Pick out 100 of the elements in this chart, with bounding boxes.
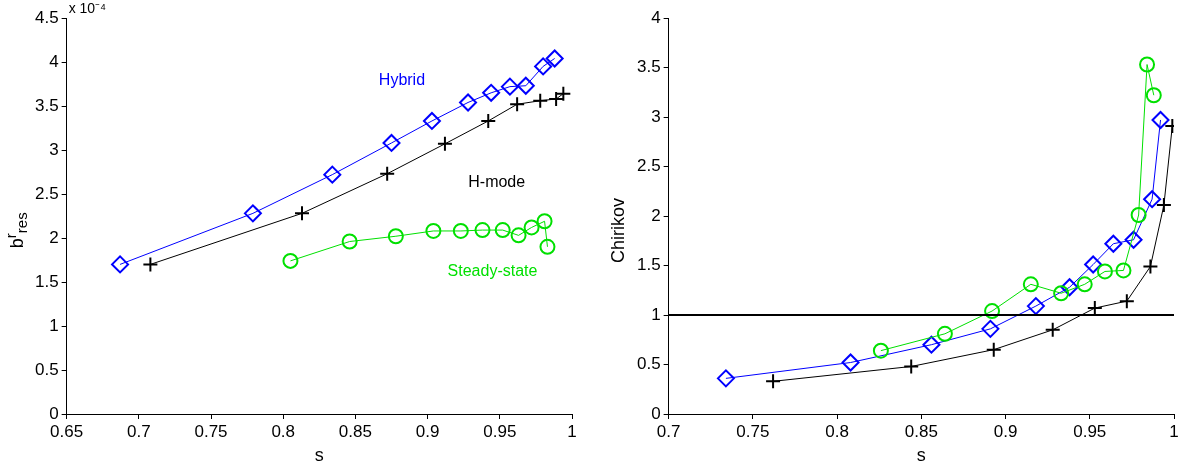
y-tick-label: 2.5 [636,156,661,176]
x-axis-title: s [314,445,324,466]
y-tick-label: 3.5 [636,57,661,77]
x-tick-label: 0.95 [483,421,517,441]
point [1118,293,1135,310]
point [1142,258,1159,275]
point [459,93,478,112]
point [872,342,889,359]
point [510,227,527,244]
point [716,369,735,388]
text: H-mode [468,173,526,191]
y-tick-label: 0.5 [34,359,59,379]
y-tick-label: 1.5 [34,271,59,291]
point [500,77,519,96]
y-tick-label: 4 [49,51,59,71]
point [382,133,401,152]
point [532,92,549,109]
x-tick-label: 0.9 [415,421,440,441]
point [341,233,358,250]
point [1084,255,1103,274]
point [474,222,491,239]
x-tick-label: 0.65 [50,421,84,441]
point [1053,285,1070,302]
x-tick-label: 0.7 [656,421,681,441]
point [1104,234,1123,253]
point [323,165,342,184]
point [1026,297,1045,316]
y-tick-label: 3 [49,139,59,159]
point [243,204,262,223]
point [903,358,920,375]
y-tick-label: 0.5 [636,354,661,374]
x-tick-label: 0.85 [338,421,372,441]
point [984,303,1001,320]
point [436,135,453,152]
y-tick-label: 1 [49,315,59,335]
point [293,205,310,222]
point [536,213,553,230]
point [1076,276,1093,293]
x-tick-label: 0.8 [825,421,849,441]
point [1124,230,1143,249]
point [936,325,953,342]
point [548,90,565,107]
point [1022,276,1039,293]
series-label: Steady-state [447,262,538,280]
x-axis-title: s [916,445,926,466]
point [1044,321,1061,338]
y-tick-label: 1.5 [636,255,661,275]
series-label: Hybrid [378,71,426,89]
point [1145,87,1162,104]
x-tick-label: 0.75 [736,421,770,441]
x-tick-label: 0.95 [1073,421,1107,441]
y-tick-label: 3 [651,106,661,126]
point [509,96,526,113]
point [841,353,860,372]
point [1151,110,1170,129]
point [765,373,782,390]
point [981,319,1000,338]
point [1155,197,1172,214]
point [482,83,501,102]
y-axis-title: Chirikov [607,197,629,263]
point [1096,263,1113,280]
point [523,219,540,236]
point [516,76,535,95]
y-tick-label: 2 [651,205,661,225]
point [1060,278,1079,297]
y-tick-label: 3.5 [34,95,59,115]
y-tick-label: 4 [651,7,661,27]
point [494,222,511,239]
x-tick-label: 1 [567,421,577,441]
y-tick-label: 0 [49,403,59,423]
text: x 10⁻⁴ [68,0,107,16]
point [480,112,497,129]
point [452,222,469,239]
x-tick-label: 0.85 [904,421,938,441]
point [387,228,404,245]
point [534,57,553,76]
point [1115,262,1132,279]
x-tick-label: 0.75 [194,421,228,441]
point [111,255,130,274]
point [379,165,396,182]
x-tick-label: 0.9 [993,421,1018,441]
y-tick-label: 2.5 [34,183,59,203]
point [555,85,572,102]
point [1143,190,1162,209]
point [922,335,941,354]
x-tick-label: 0.7 [127,421,151,441]
y-tick-label: 2 [49,227,59,247]
point [422,111,441,130]
point [545,49,564,68]
point [282,252,299,269]
point [1139,56,1156,73]
y-tick-label: 0 [651,403,661,423]
y-tick-label: 1 [651,304,661,324]
point [425,222,442,239]
x-tick-label: 1 [1169,421,1179,441]
x-tick-label: 0.8 [271,421,296,441]
y-tick-label: 4.5 [34,7,59,27]
point [142,256,159,273]
point [539,238,556,255]
point [985,341,1002,358]
